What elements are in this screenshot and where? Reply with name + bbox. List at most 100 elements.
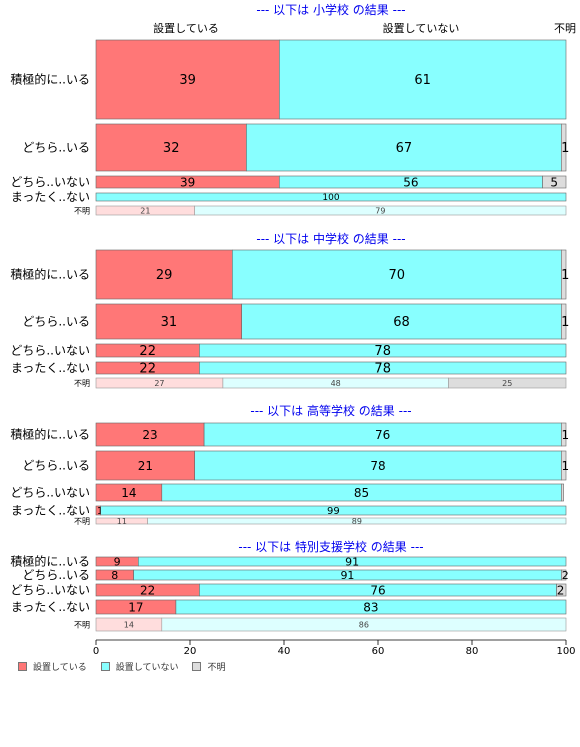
panel-title-4: --- 以下は 特別支援学校 の結果 --- bbox=[238, 539, 423, 554]
data-label-2-4-1: 22 bbox=[139, 362, 156, 377]
row-label-4-1: 積極的に..いる bbox=[10, 554, 90, 569]
row-label-1-2: どちら..いる bbox=[22, 141, 90, 155]
data-label-3-1-1: 23 bbox=[142, 428, 157, 442]
data-label-2-2-2: 68 bbox=[393, 315, 410, 330]
legend-item-unknown: 不明 bbox=[192, 660, 225, 673]
legend-swatch-unknown bbox=[192, 662, 202, 671]
data-label-1-2-3: 1 bbox=[561, 141, 569, 156]
bar-segment-4-3-3 bbox=[556, 583, 567, 597]
x-tick-label-2: 20 bbox=[184, 646, 197, 657]
row-label-2-3: どちら..いない bbox=[10, 344, 90, 358]
row-label-3-5: 不明 bbox=[74, 517, 90, 526]
panel-title-1: --- 以下は 小学校 の結果 --- bbox=[256, 2, 405, 17]
row-label-3-3: どちら..いない bbox=[10, 486, 90, 500]
bar-segment-3-2-1 bbox=[95, 450, 195, 481]
data-label-1-3-1: 39 bbox=[180, 175, 195, 189]
row-label-2-1: 積極的に..いる bbox=[10, 267, 90, 282]
row-label-1-4: まったく..ない bbox=[11, 190, 90, 204]
row-label-3-4: まったく..ない bbox=[11, 504, 90, 518]
data-label-3-3-2: 85 bbox=[354, 486, 369, 500]
bar-segment-2-2-3 bbox=[560, 303, 567, 340]
legend-label-unknown: 不明 bbox=[207, 663, 226, 673]
legend: 設置している 設置していない 不明 bbox=[18, 660, 225, 673]
legend-swatch-yes bbox=[18, 662, 27, 671]
data-label-2-1-3: 1 bbox=[561, 268, 569, 283]
data-label-3-2-2: 78 bbox=[370, 459, 385, 473]
row-label-1-5: 不明 bbox=[74, 207, 90, 216]
data-label-1-2-2: 67 bbox=[396, 141, 413, 156]
bar-segment-4-1-2 bbox=[138, 556, 567, 567]
data-label-3-5-2: 89 bbox=[352, 517, 362, 526]
bar-segment-1-1-1 bbox=[95, 39, 280, 120]
bar-segment-1-3-3 bbox=[542, 175, 567, 189]
bar-segment-3-5-2 bbox=[147, 517, 567, 525]
row-label-4-4: まったく..ない bbox=[11, 600, 90, 614]
x-tick-label-5: 80 bbox=[466, 646, 479, 657]
row-label-4-2: どちら..いる bbox=[22, 568, 90, 582]
data-label-3-5-1: 11 bbox=[117, 517, 127, 526]
data-label-4-5-1: 14 bbox=[124, 620, 134, 629]
data-label-3-4-2: 99 bbox=[327, 506, 340, 517]
x-tick-label-6: 100 bbox=[556, 646, 575, 657]
row-label-4-5: 不明 bbox=[74, 621, 90, 630]
data-label-3-3-1: 14 bbox=[121, 486, 136, 500]
row-label-3-1: 積極的に..いる bbox=[10, 427, 90, 442]
data-label-4-1-2: 91 bbox=[345, 555, 359, 568]
data-label-1-1-2: 61 bbox=[414, 73, 431, 88]
bar-segment-3-2-3 bbox=[560, 450, 567, 481]
bar-segment-4-2-3 bbox=[560, 569, 567, 581]
row-label-4-3: どちら..いない bbox=[10, 583, 90, 597]
bar-segment-2-1-2 bbox=[232, 249, 562, 300]
bar-segment-2-4-2 bbox=[199, 361, 567, 375]
bar-segment-3-4-2 bbox=[100, 505, 567, 516]
data-label-4-1-1: 9 bbox=[114, 555, 121, 568]
data-label-2-4-2: 78 bbox=[374, 362, 391, 377]
data-label-3-2-1: 21 bbox=[138, 459, 153, 473]
bar-segment-2-2-2 bbox=[241, 303, 562, 340]
data-label-2-5-1: 27 bbox=[154, 379, 164, 388]
data-label-2-2-3: 1 bbox=[561, 315, 569, 330]
x-tick-label-3: 40 bbox=[278, 646, 291, 657]
data-label-2-1-2: 70 bbox=[389, 268, 406, 283]
data-label-1-5-2: 79 bbox=[375, 206, 385, 215]
bar-segment-1-5-2 bbox=[194, 205, 567, 216]
bar-segment-2-3-2 bbox=[199, 343, 567, 358]
data-label-3-1-3: 1 bbox=[561, 428, 569, 442]
bar-segment-1-1-2 bbox=[278, 39, 567, 120]
data-label-4-2-2: 91 bbox=[340, 569, 354, 582]
row-label-2-5: 不明 bbox=[74, 379, 90, 388]
data-label-3-2-3: 1 bbox=[561, 459, 569, 473]
bar-segment-2-5-3 bbox=[448, 377, 567, 389]
row-label-1-3: どちら..いない bbox=[10, 175, 90, 189]
data-label-2-1-1: 29 bbox=[156, 268, 173, 283]
data-label-3-4-1: 1 bbox=[97, 506, 103, 517]
data-label-2-5-2: 48 bbox=[331, 379, 341, 388]
legend-label-no: 設置していない bbox=[115, 663, 179, 673]
legend-swatch-no bbox=[100, 662, 110, 671]
data-label-1-5-1: 21 bbox=[140, 206, 150, 215]
data-label-4-4-1: 17 bbox=[128, 600, 143, 614]
data-label-4-3-3: 2 bbox=[557, 583, 565, 597]
data-label-2-3-2: 78 bbox=[374, 344, 391, 359]
data-label-2-5-3: 25 bbox=[502, 379, 512, 388]
bar-segment-1-2-1 bbox=[95, 123, 247, 172]
column-header-2: 設置していない bbox=[383, 21, 460, 35]
legend-item-yes: 設置している bbox=[18, 660, 87, 673]
data-label-1-4-2: 100 bbox=[322, 193, 339, 203]
data-label-2-2-1: 31 bbox=[161, 315, 178, 330]
bar-segment-3-2-2 bbox=[194, 450, 562, 481]
panel-title-3: --- 以下は 高等学校 の結果 --- bbox=[250, 403, 411, 418]
row-label-2-4: まったく..ない bbox=[11, 361, 90, 375]
data-label-4-4-2: 83 bbox=[363, 600, 378, 614]
data-label-2-3-1: 22 bbox=[139, 344, 156, 359]
column-header-1: 設置している bbox=[153, 21, 219, 35]
bar-segment-4-5-2 bbox=[161, 617, 567, 632]
data-label-1-1-1: 39 bbox=[179, 73, 196, 88]
data-label-4-3-1: 22 bbox=[140, 583, 155, 597]
legend-item-no: 設置していない bbox=[100, 660, 179, 673]
data-label-3-1-2: 76 bbox=[375, 428, 390, 442]
x-tick-label-1: 0 bbox=[93, 646, 99, 657]
data-label-1-3-2: 56 bbox=[403, 175, 418, 189]
data-label-1-2-1: 32 bbox=[163, 141, 180, 156]
